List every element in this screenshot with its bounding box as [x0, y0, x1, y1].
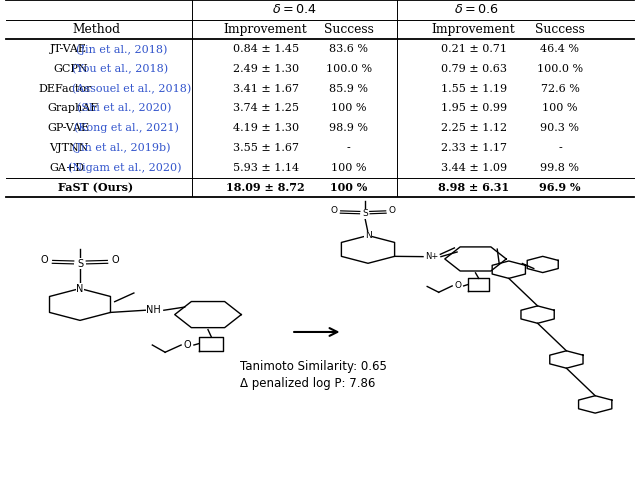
Text: (Shi et al., 2020): (Shi et al., 2020) [77, 103, 172, 113]
Text: -: - [558, 143, 562, 153]
Text: 96.9 %: 96.9 % [540, 182, 580, 193]
Text: DEFactor: DEFactor [38, 84, 92, 94]
Text: 72.6 %: 72.6 % [541, 84, 579, 94]
Text: GraphAF: GraphAF [48, 103, 99, 113]
Text: JT-VAE: JT-VAE [50, 44, 86, 55]
Text: 2.49 ± 1.30: 2.49 ± 1.30 [232, 64, 299, 74]
Text: 100 %: 100 % [331, 103, 367, 113]
Text: 0.84 ± 1.45: 0.84 ± 1.45 [232, 44, 299, 55]
Text: Success: Success [535, 23, 585, 36]
Text: Improvement: Improvement [224, 23, 307, 36]
Text: (Nigam et al., 2020): (Nigam et al., 2020) [68, 162, 182, 173]
Text: Success: Success [324, 23, 374, 36]
Text: 0.21 ± 0.71: 0.21 ± 0.71 [440, 44, 507, 55]
Text: S: S [77, 259, 83, 269]
Text: 3.55 ± 1.67: 3.55 ± 1.67 [232, 143, 299, 153]
Text: Method: Method [72, 23, 120, 36]
Text: 100 %: 100 % [330, 182, 367, 193]
Text: 85.9 %: 85.9 % [330, 84, 368, 94]
Text: -: - [347, 143, 351, 153]
Text: 18.09 ± 8.72: 18.09 ± 8.72 [227, 182, 305, 193]
Text: 100 %: 100 % [331, 163, 367, 173]
Text: Improvement: Improvement [432, 23, 515, 36]
Text: 100.0 %: 100.0 % [537, 64, 583, 74]
Text: O: O [184, 340, 191, 350]
Text: 1.55 ± 1.19: 1.55 ± 1.19 [440, 84, 507, 94]
Text: 99.8 %: 99.8 % [541, 163, 579, 173]
Text: 3.44 ± 1.09: 3.44 ± 1.09 [440, 163, 507, 173]
Text: $\delta = 0.6$: $\delta = 0.6$ [454, 3, 499, 17]
Text: 5.93 ± 1.14: 5.93 ± 1.14 [232, 163, 299, 173]
Text: GCPN: GCPN [53, 64, 88, 74]
Text: 0.79 ± 0.63: 0.79 ± 0.63 [440, 64, 507, 74]
Text: S: S [362, 209, 367, 218]
Text: 46.4 %: 46.4 % [541, 44, 579, 55]
Text: (Jin et al., 2018): (Jin et al., 2018) [76, 44, 167, 55]
Text: VJTNN: VJTNN [50, 143, 89, 153]
Text: GP-VAE: GP-VAE [48, 123, 90, 133]
Text: O: O [331, 206, 337, 215]
Text: 100.0 %: 100.0 % [326, 64, 372, 74]
Text: 83.6 %: 83.6 % [330, 44, 368, 55]
Text: (You et al., 2018): (You et al., 2018) [72, 64, 168, 74]
Text: 8.98 ± 6.31: 8.98 ± 6.31 [438, 182, 509, 193]
Text: FaST (Ours): FaST (Ours) [58, 182, 134, 193]
Text: N: N [76, 283, 84, 294]
Text: 90.3 %: 90.3 % [541, 123, 579, 133]
Text: 1.95 ± 0.99: 1.95 ± 0.99 [440, 103, 507, 113]
Text: O: O [454, 281, 461, 290]
Text: 3.41 ± 1.67: 3.41 ± 1.67 [232, 84, 299, 94]
Text: $\delta = 0.4$: $\delta = 0.4$ [272, 3, 317, 17]
Text: NH: NH [146, 305, 161, 315]
Text: 100 %: 100 % [542, 103, 578, 113]
Text: O: O [389, 206, 396, 215]
Text: 4.19 ± 1.30: 4.19 ± 1.30 [232, 123, 299, 133]
Text: (Assouel et al., 2018): (Assouel et al., 2018) [72, 84, 191, 94]
Text: N+: N+ [426, 252, 438, 261]
Text: Δ penalized log P: 7.86: Δ penalized log P: 7.86 [240, 377, 376, 390]
Text: 2.25 ± 1.12: 2.25 ± 1.12 [440, 123, 507, 133]
Text: O: O [111, 255, 119, 265]
Text: Tanimoto Similarity: 0.65: Tanimoto Similarity: 0.65 [240, 360, 387, 373]
Text: (Jin et al., 2019b): (Jin et al., 2019b) [72, 143, 170, 153]
Text: N: N [365, 231, 371, 240]
Text: GA+D: GA+D [50, 163, 84, 173]
Text: 3.74 ± 1.25: 3.74 ± 1.25 [232, 103, 299, 113]
FancyArrowPatch shape [294, 328, 337, 336]
Text: (Kong et al., 2021): (Kong et al., 2021) [74, 123, 179, 133]
Text: 2.33 ± 1.17: 2.33 ± 1.17 [440, 143, 507, 153]
Text: O: O [41, 255, 49, 265]
Text: 98.9 %: 98.9 % [330, 123, 368, 133]
